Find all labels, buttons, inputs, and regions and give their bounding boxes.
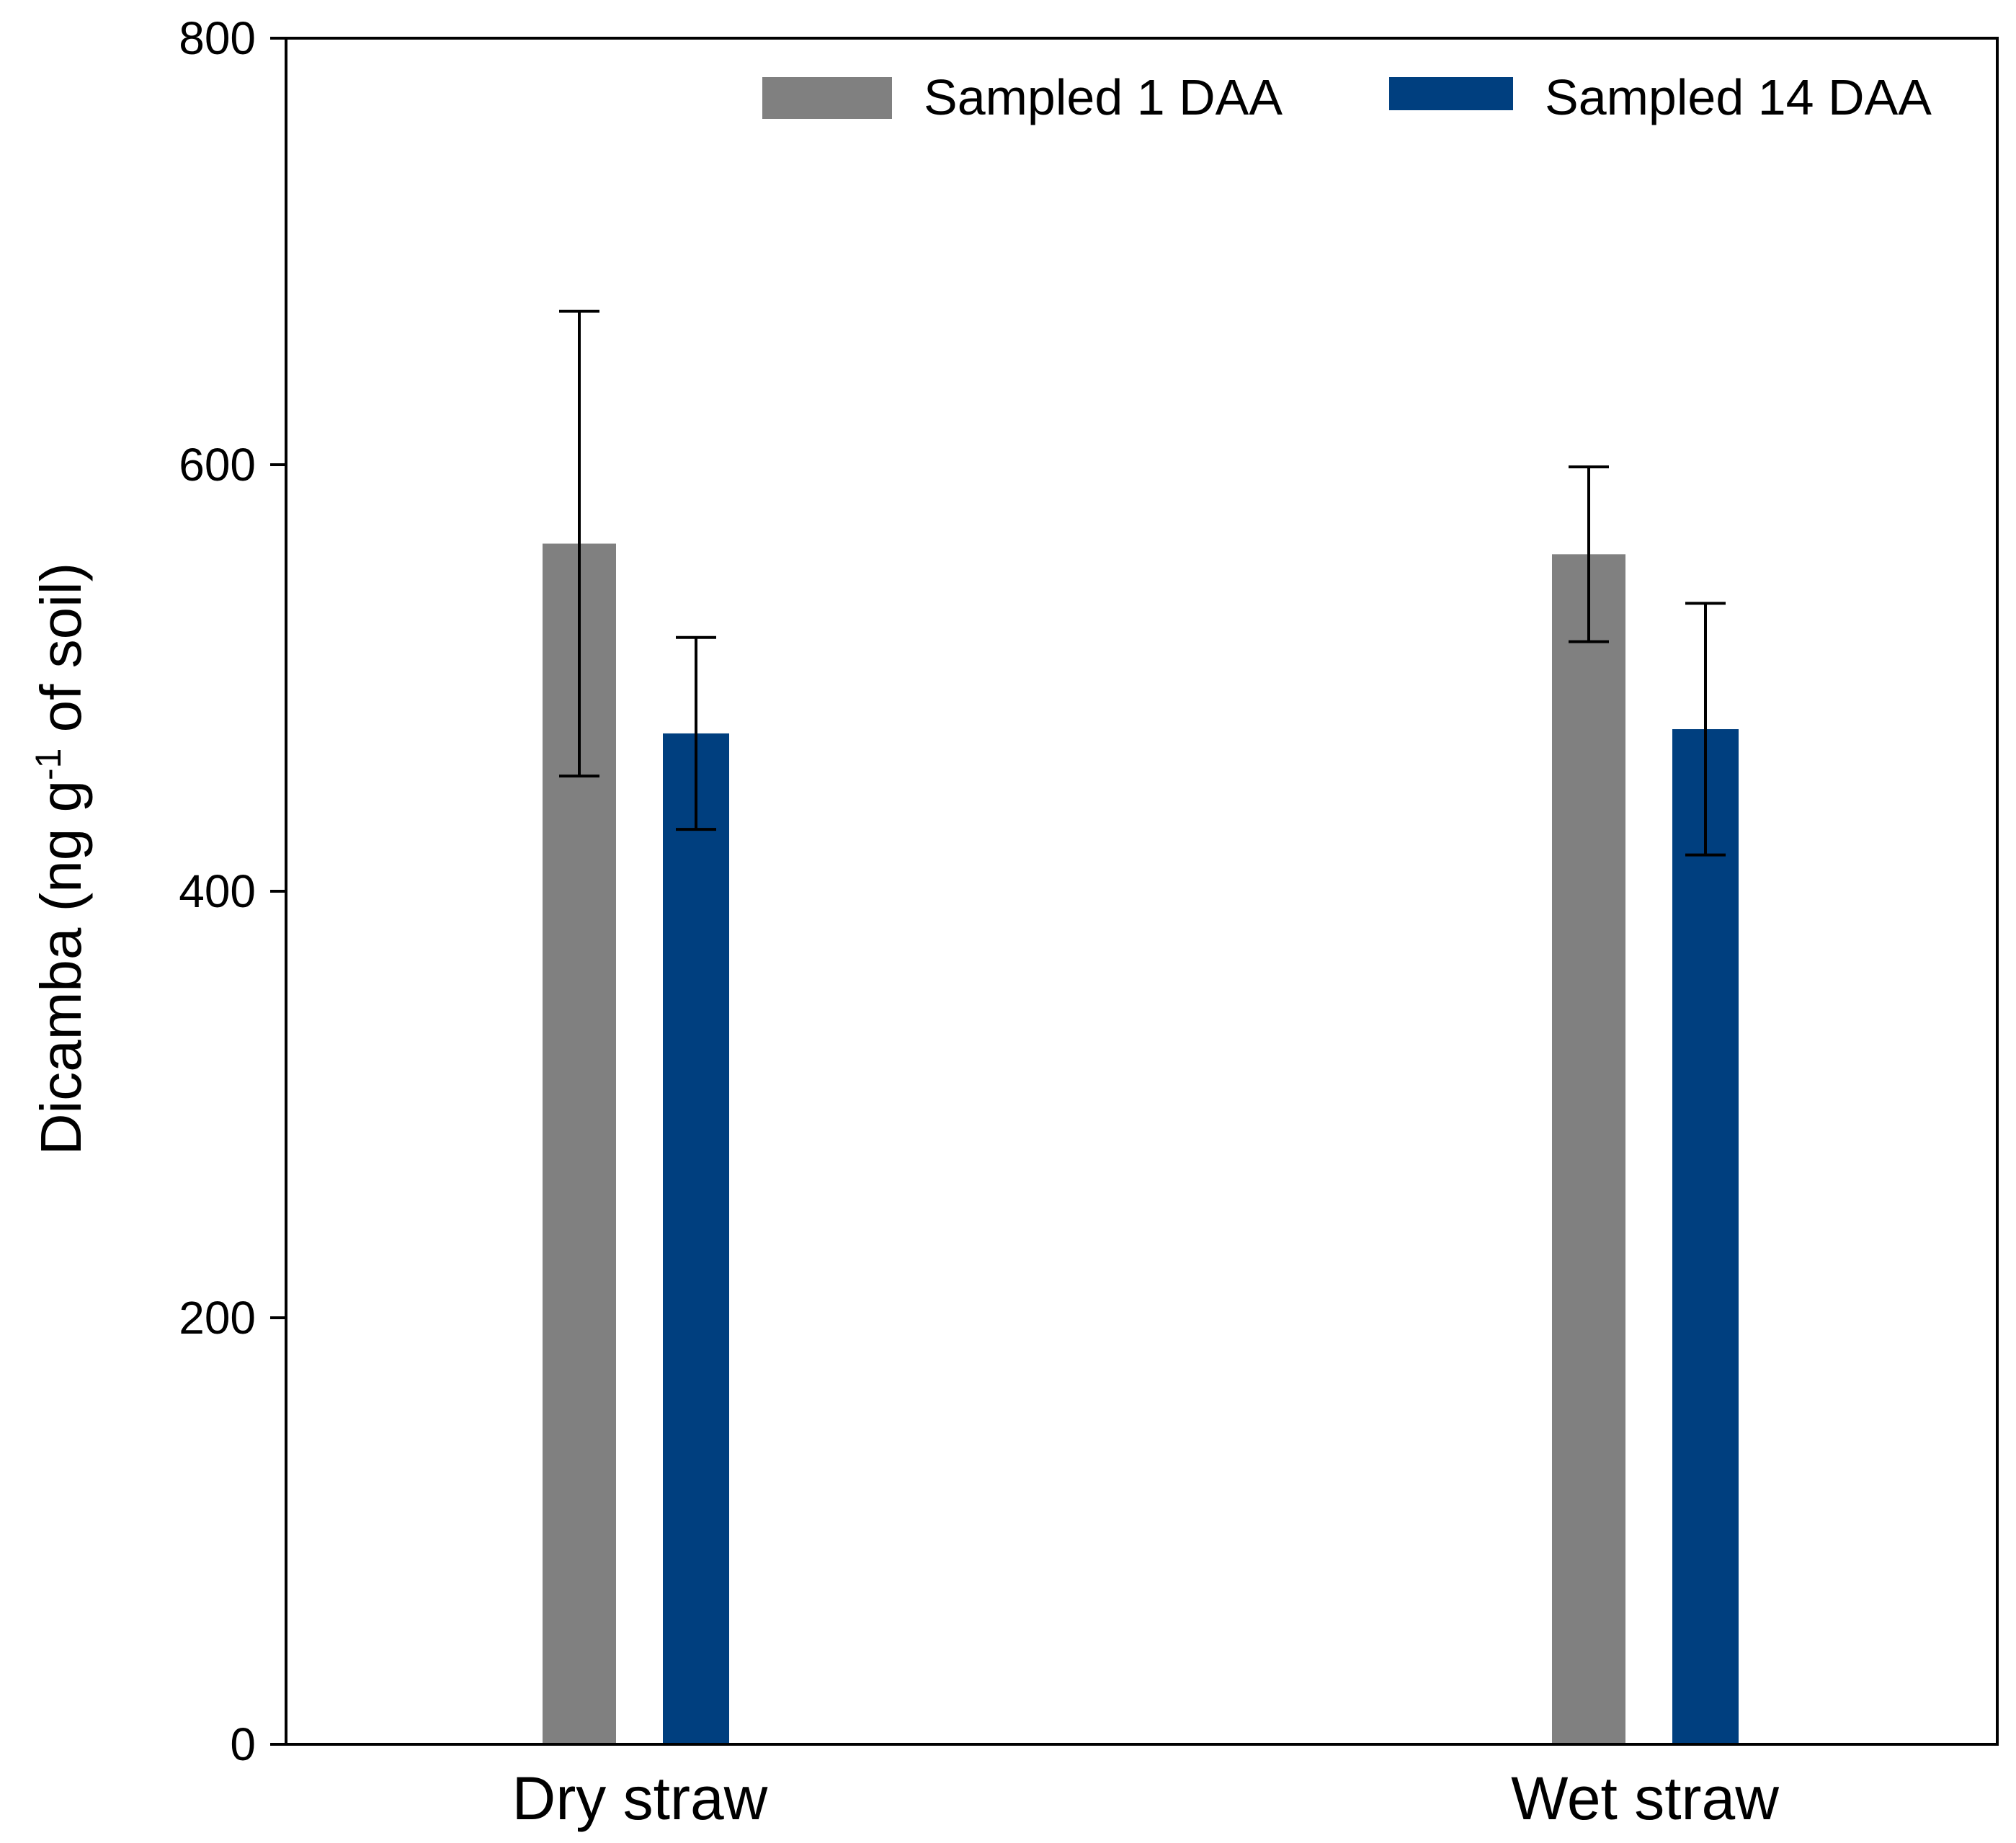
legend-swatch	[1389, 77, 1513, 110]
legend-label: Sampled 1 DAA	[924, 69, 1283, 125]
legend: Sampled 1 DAA Sampled 14 DAA	[762, 69, 1932, 125]
x-axis: Dry straw Wet straw	[512, 1764, 1780, 1832]
legend-item-series-1: Sampled 1 DAA	[762, 69, 1283, 125]
error-bar-wet-straw-series-2	[1685, 602, 1726, 857]
y-tick-label: 600	[179, 439, 256, 491]
legend-item-series-2: Sampled 14 DAA	[1389, 69, 1932, 125]
x-category-label: Dry straw	[512, 1764, 768, 1832]
y-axis: 0 200 400 600 800	[179, 12, 286, 1770]
bar-wet-straw-series-2	[1672, 729, 1739, 1744]
x-category-label: Wet straw	[1511, 1764, 1779, 1832]
y-axis-title-superscript: -1	[28, 749, 68, 780]
legend-label: Sampled 14 DAA	[1545, 69, 1932, 125]
error-bar-dry-straw-series-2	[676, 635, 716, 831]
y-axis-title-rest: of soil)	[29, 563, 93, 749]
error-bars-layer	[559, 309, 1726, 857]
y-tick-label: 400	[179, 865, 256, 917]
y-tick-label: 800	[179, 12, 256, 64]
y-tick-label: 200	[179, 1292, 256, 1344]
y-axis-title-main: Dicamba (ng g	[29, 780, 93, 1155]
error-bar-dry-straw-series-1	[559, 309, 599, 778]
bars-layer	[543, 543, 1739, 1745]
legend-swatch	[762, 77, 892, 119]
bar-dry-straw-series-2	[663, 733, 729, 1745]
bar-wet-straw-series-1	[1552, 554, 1625, 1744]
error-bar-wet-straw-series-1	[1569, 465, 1609, 643]
y-axis-title: Dicamba (ng g-1 of soil)	[28, 563, 93, 1156]
y-tick-label: 0	[230, 1718, 256, 1770]
